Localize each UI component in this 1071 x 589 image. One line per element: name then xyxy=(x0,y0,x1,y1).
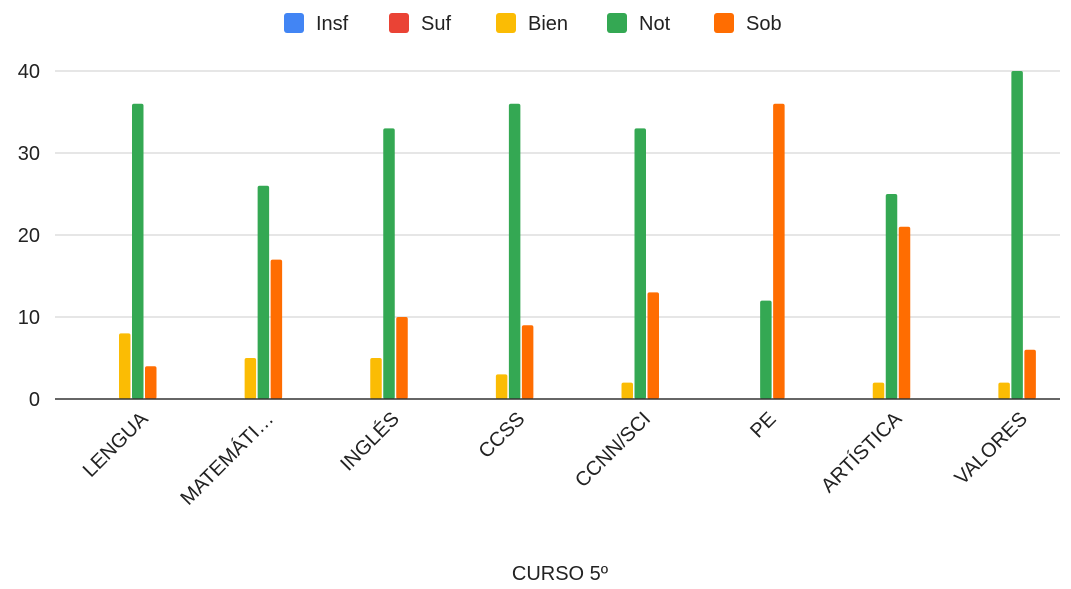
legend-swatch xyxy=(496,13,516,33)
bar-bien-2 xyxy=(370,358,382,399)
legend-label: Sob xyxy=(746,13,782,35)
bar-sob-6 xyxy=(898,226,911,399)
bar-sob-2 xyxy=(396,317,408,399)
legend-label: Bien xyxy=(528,13,568,35)
y-tick-label: 0 xyxy=(29,389,40,411)
bar-sob-3 xyxy=(521,325,534,399)
legend-swatch xyxy=(714,13,734,33)
legend-swatch xyxy=(389,13,409,33)
bar-not-4 xyxy=(634,128,646,399)
y-tick-label: 30 xyxy=(18,143,40,165)
y-tick-label: 40 xyxy=(18,61,40,83)
category-label: LENGUA xyxy=(79,408,153,482)
bar-sob-0 xyxy=(145,366,157,399)
bar-sob-4 xyxy=(647,292,659,399)
legend: Insf Suf Bien Not Sob xyxy=(284,13,782,35)
legend-item-not[interactable]: Not xyxy=(607,13,671,35)
legend-item-bien[interactable]: Bien xyxy=(496,13,568,35)
legend-label: Suf xyxy=(421,13,451,35)
bar-not-5 xyxy=(760,300,772,399)
legend-swatch xyxy=(607,13,627,33)
legend-item-sob[interactable]: Sob xyxy=(714,13,782,35)
category-label: PE xyxy=(746,408,780,442)
bar-not-3 xyxy=(508,103,521,400)
category-label: VALORES xyxy=(951,408,1032,489)
category-label: CCNN/SCI xyxy=(571,408,655,492)
bar-not-6 xyxy=(885,194,898,399)
bar-bien-4 xyxy=(621,382,633,399)
x-axis-categories: LENGUA MATEMÁTI… INGLÉS CCSS CCNN/SCI PE ARTÍS… xyxy=(79,407,1032,510)
bars xyxy=(119,71,1036,400)
y-tick-label: 10 xyxy=(18,307,40,329)
bar-sob-7 xyxy=(1024,349,1036,399)
bar-not-2 xyxy=(383,128,395,399)
legend-item-insf[interactable]: Insf xyxy=(284,13,349,35)
bar-not-7 xyxy=(1011,71,1023,399)
legend-swatch xyxy=(284,13,304,33)
bar-bien-3 xyxy=(495,374,508,399)
category-label: INGLÉS xyxy=(336,407,404,475)
bar-sob-1 xyxy=(270,259,283,399)
bar-bien-6 xyxy=(872,382,885,399)
legend-item-suf[interactable]: Suf xyxy=(389,13,451,35)
bar-bien-7 xyxy=(998,382,1010,399)
bar-bien-0 xyxy=(119,333,131,399)
category-label: MATEMÁTI… xyxy=(176,407,278,509)
y-axis-ticks: 0 10 20 30 40 xyxy=(18,61,40,411)
bar-bien-1 xyxy=(244,358,257,399)
category-label: CCSS xyxy=(475,408,530,463)
bar-not-1 xyxy=(257,185,270,399)
legend-label: Not xyxy=(639,13,671,35)
bar-sob-5 xyxy=(773,103,785,400)
bar-not-0 xyxy=(132,103,144,400)
x-axis-title: CURSO 5º xyxy=(512,563,609,584)
category-label: ARTÍSTICA xyxy=(816,407,906,497)
y-tick-label: 20 xyxy=(18,225,40,247)
legend-label: Insf xyxy=(316,13,349,35)
